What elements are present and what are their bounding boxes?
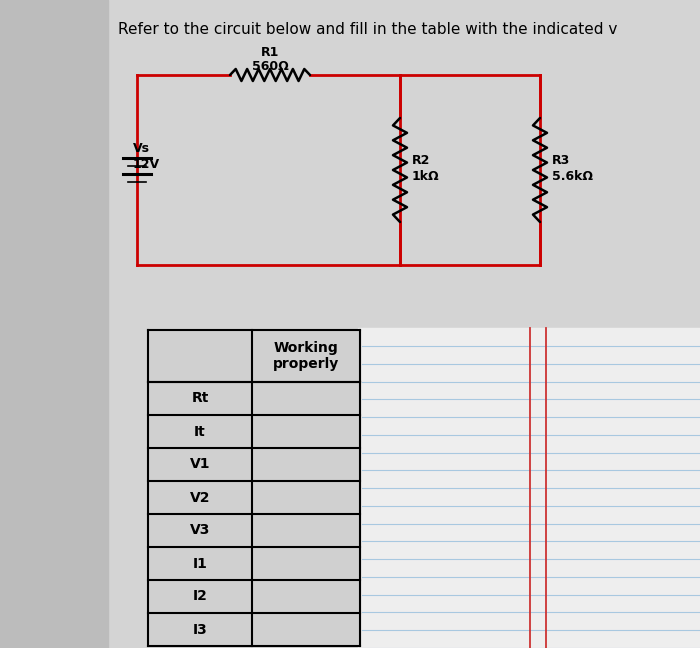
Bar (108, 0, 700, 648)
Text: V1: V1 (190, 457, 210, 472)
Text: V2: V2 (190, 491, 210, 505)
Text: Refer to the circuit below and fill in the table with the indicated v: Refer to the circuit below and fill in t… (118, 22, 617, 37)
Text: R2: R2 (412, 154, 430, 167)
Bar (0, 0, 108, 648)
Text: Working: Working (274, 341, 338, 355)
Text: R3: R3 (552, 154, 570, 167)
Text: 560Ω: 560Ω (251, 60, 288, 73)
Text: 5.6kΩ: 5.6kΩ (552, 170, 593, 183)
Text: It: It (194, 424, 206, 439)
Bar (148, 330, 360, 646)
Text: I3: I3 (193, 623, 207, 636)
Text: 1kΩ: 1kΩ (412, 170, 440, 183)
Text: R1: R1 (261, 47, 279, 60)
Text: V3: V3 (190, 524, 210, 537)
Bar (358, 328, 700, 648)
Text: Vs: Vs (133, 141, 150, 154)
Text: properly: properly (273, 357, 339, 371)
Text: Rt: Rt (191, 391, 209, 406)
Text: I2: I2 (193, 590, 207, 603)
Text: I1: I1 (193, 557, 207, 570)
Text: 12V: 12V (133, 157, 160, 170)
